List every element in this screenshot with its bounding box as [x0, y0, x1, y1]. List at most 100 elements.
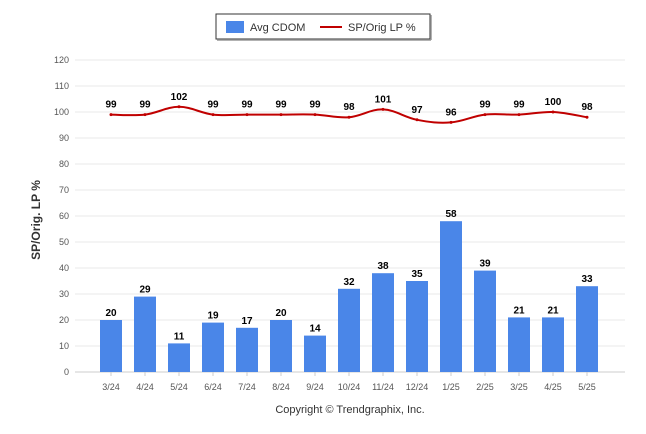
line-value-label: 102 [171, 92, 188, 103]
line-value-label: 99 [241, 100, 253, 111]
bar-value-label: 58 [445, 209, 457, 220]
line-value-label: 99 [105, 100, 117, 111]
x-tick-label: 3/25 [510, 382, 528, 392]
x-tick-label: 1/25 [442, 382, 460, 392]
line-point [313, 113, 317, 117]
bar-value-label: 38 [377, 261, 389, 272]
y-tick-label: 60 [59, 211, 69, 221]
bar [270, 320, 292, 372]
y-tick-label: 10 [59, 341, 69, 351]
gridlines [75, 59, 625, 373]
y-tick-label: 90 [59, 133, 69, 143]
x-tick-label: 12/24 [406, 382, 429, 392]
bar [372, 273, 394, 372]
line-value-label: 97 [411, 105, 423, 116]
line-point [143, 113, 147, 117]
y-tick-label: 120 [54, 55, 69, 65]
bar [508, 317, 530, 372]
y-axis-ticks: 0 10 20 30 40 50 60 70 80 90 100 110 120 [54, 55, 69, 377]
bar [134, 296, 156, 372]
x-tick-label: 8/24 [272, 382, 290, 392]
line-point [109, 113, 113, 117]
x-tick-label: 3/24 [102, 382, 120, 392]
y-tick-label: 100 [54, 107, 69, 117]
x-tick-label: 11/24 [372, 382, 394, 392]
line-value-label: 99 [513, 100, 525, 111]
bar-value-label: 20 [105, 308, 117, 319]
copyright: Copyright © Trendgraphix, Inc. [275, 404, 424, 416]
y-tick-label: 80 [59, 159, 69, 169]
bar-value-label: 19 [207, 311, 219, 322]
x-tick-label: 10/24 [338, 382, 361, 392]
bar-series [100, 221, 598, 372]
x-tick-label: 4/25 [544, 382, 562, 392]
bar [304, 335, 326, 372]
line-point [415, 118, 419, 122]
line-point [551, 110, 555, 114]
x-tick-label: 4/24 [136, 382, 154, 392]
y-tick-label: 30 [59, 289, 69, 299]
bar-value-label: 39 [479, 259, 491, 270]
y-axis-label: SP/Orig. LP % [29, 180, 43, 260]
legend-label-sp-orig-lp: SP/Orig LP % [348, 22, 416, 34]
bar-value-label: 17 [241, 316, 253, 327]
bar-value-label: 33 [581, 274, 593, 285]
bar [236, 327, 258, 372]
line-value-label: 101 [375, 94, 392, 105]
bar-value-label: 35 [411, 269, 423, 280]
bar [474, 270, 496, 372]
bar [440, 221, 462, 372]
data-labels: 20 29 11 19 17 20 14 32 38 35 58 39 21 21 33 99 99 102 99 9… [105, 92, 593, 343]
line-point [585, 115, 589, 119]
line-point [483, 113, 487, 117]
bar [100, 320, 122, 372]
x-tick-label: 6/24 [204, 382, 222, 392]
line-point [177, 105, 181, 109]
line-value-label: 100 [545, 97, 562, 108]
line-value-label: 99 [275, 100, 287, 111]
line-point [449, 120, 453, 124]
bar [168, 343, 190, 372]
x-tick-label: 9/24 [306, 382, 324, 392]
x-tick-label: 5/24 [170, 382, 188, 392]
line-point [211, 113, 215, 117]
legend: Avg CDOM SP/Orig LP % [215, 13, 432, 41]
x-tick-label: 5/25 [578, 382, 596, 392]
legend-swatch-avg-cdom [226, 21, 244, 33]
line-value-label: 99 [207, 100, 219, 111]
line-value-label: 99 [309, 100, 321, 111]
bar [202, 322, 224, 372]
line-value-label: 99 [139, 100, 151, 111]
line-value-label: 98 [343, 102, 355, 113]
line-point [279, 113, 283, 117]
bar-value-label: 21 [513, 305, 525, 316]
line-point [245, 113, 249, 117]
line-point [347, 115, 351, 119]
x-tick-label: 2/25 [476, 382, 494, 392]
y-tick-label: 40 [59, 263, 69, 273]
bar [576, 286, 598, 372]
bar-value-label: 32 [343, 277, 355, 288]
line-value-label: 99 [479, 100, 491, 111]
y-tick-label: 0 [64, 367, 69, 377]
line-point [517, 113, 521, 117]
line-series [109, 105, 589, 124]
bar [406, 281, 428, 372]
bar [542, 317, 564, 372]
line-point [381, 107, 385, 111]
bar-value-label: 21 [547, 305, 559, 316]
y-tick-label: 50 [59, 237, 69, 247]
line-value-label: 98 [581, 102, 593, 113]
bar-value-label: 20 [275, 308, 287, 319]
bar [338, 288, 360, 372]
x-tick-label: 7/24 [238, 382, 256, 392]
y-tick-label: 20 [59, 315, 69, 325]
bar-value-label: 29 [139, 285, 151, 296]
y-tick-label: 70 [59, 185, 69, 195]
x-axis-ticks: 3/24 4/24 5/24 6/24 7/24 8/24 9/24 10/24 11/24 12… [102, 372, 596, 392]
legend-label-avg-cdom: Avg CDOM [250, 22, 305, 34]
y-tick-label: 110 [55, 81, 69, 91]
bar-value-label: 14 [309, 324, 321, 335]
bar-value-label: 11 [174, 331, 185, 342]
